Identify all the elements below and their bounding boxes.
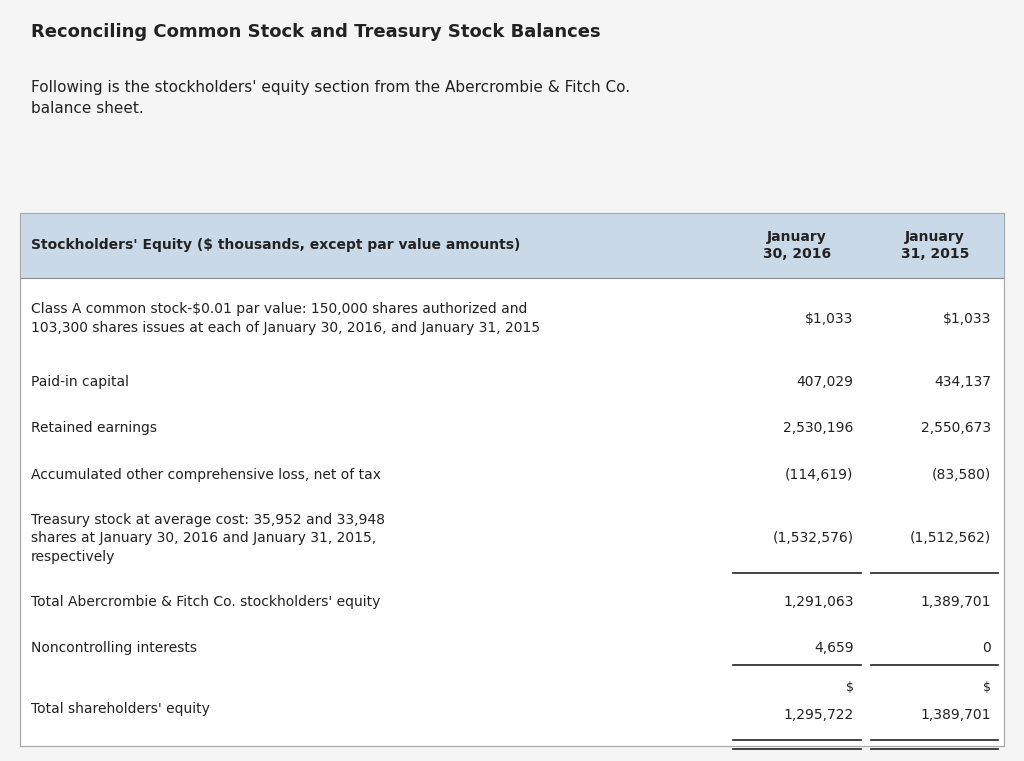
Text: (83,580): (83,580) [932,467,991,482]
Text: 1,295,722: 1,295,722 [783,708,854,721]
Text: 1,291,063: 1,291,063 [783,595,854,610]
Text: $1,033: $1,033 [943,311,991,326]
Text: (114,619): (114,619) [785,467,854,482]
Text: $: $ [983,681,991,694]
Text: $: $ [846,681,854,694]
Text: Total Abercrombie & Fitch Co. stockholders' equity: Total Abercrombie & Fitch Co. stockholde… [31,595,380,610]
Text: 4,659: 4,659 [814,642,854,655]
Text: Accumulated other comprehensive loss, net of tax: Accumulated other comprehensive loss, ne… [31,467,381,482]
Text: 407,029: 407,029 [797,375,854,390]
Text: January
31, 2015: January 31, 2015 [900,230,969,261]
Text: Reconciling Common Stock and Treasury Stock Balances: Reconciling Common Stock and Treasury St… [31,23,600,41]
Text: 1,389,701: 1,389,701 [921,595,991,610]
Text: $1,033: $1,033 [805,311,854,326]
FancyBboxPatch shape [20,213,1004,278]
Text: 434,137: 434,137 [934,375,991,390]
FancyBboxPatch shape [20,213,1004,746]
Text: Total shareholders' equity: Total shareholders' equity [31,702,210,715]
Text: Stockholders' Equity ($ thousands, except par value amounts): Stockholders' Equity ($ thousands, excep… [31,238,520,253]
Text: 2,530,196: 2,530,196 [783,422,854,435]
Text: Retained earnings: Retained earnings [31,422,157,435]
Text: Following is the stockholders' equity section from the Abercrombie & Fitch Co.
b: Following is the stockholders' equity se… [31,80,630,116]
Text: 0: 0 [982,642,991,655]
Text: (1,512,562): (1,512,562) [910,531,991,546]
Text: Treasury stock at average cost: 35,952 and 33,948
shares at January 30, 2016 and: Treasury stock at average cost: 35,952 a… [31,513,385,564]
Text: 1,389,701: 1,389,701 [921,708,991,721]
Text: Class A common stock-$0.01 par value: 150,000 shares authorized and
103,300 shar: Class A common stock-$0.01 par value: 15… [31,302,540,335]
Text: Noncontrolling interests: Noncontrolling interests [31,642,197,655]
Text: Paid-in capital: Paid-in capital [31,375,129,390]
Text: January
30, 2016: January 30, 2016 [763,230,831,261]
Text: (1,532,576): (1,532,576) [772,531,854,546]
Text: 2,550,673: 2,550,673 [922,422,991,435]
